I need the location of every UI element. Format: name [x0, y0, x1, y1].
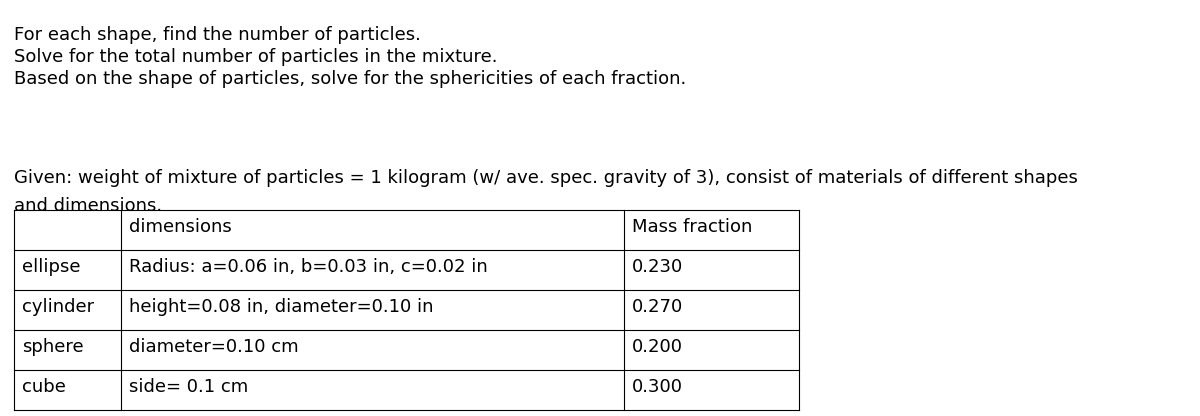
- Text: cylinder: cylinder: [22, 298, 94, 316]
- Text: sphere: sphere: [22, 338, 84, 356]
- Text: diameter=0.10 cm: diameter=0.10 cm: [130, 338, 299, 356]
- Text: For each shape, find the number of particles.: For each shape, find the number of parti…: [14, 26, 421, 44]
- Text: Radius: a=0.06 in, b=0.03 in, c=0.02 in: Radius: a=0.06 in, b=0.03 in, c=0.02 in: [130, 258, 487, 276]
- Text: ellipse: ellipse: [22, 258, 80, 276]
- Text: dimensions: dimensions: [130, 218, 232, 236]
- Text: 0.270: 0.270: [632, 298, 683, 316]
- Text: Mass fraction: Mass fraction: [632, 218, 752, 236]
- Text: Given: weight of mixture of particles = 1 kilogram (w/ ave. spec. gravity of 3),: Given: weight of mixture of particles = …: [14, 169, 1078, 187]
- Text: Based on the shape of particles, solve for the sphericities of each fraction.: Based on the shape of particles, solve f…: [14, 70, 686, 88]
- Text: height=0.08 in, diameter=0.10 in: height=0.08 in, diameter=0.10 in: [130, 298, 433, 316]
- Text: 0.230: 0.230: [632, 258, 683, 276]
- Text: 0.300: 0.300: [632, 378, 683, 396]
- Text: side= 0.1 cm: side= 0.1 cm: [130, 378, 248, 396]
- Text: 0.200: 0.200: [632, 338, 683, 356]
- Text: cube: cube: [22, 378, 66, 396]
- Text: Solve for the total number of particles in the mixture.: Solve for the total number of particles …: [14, 48, 498, 66]
- Text: and dimensions.: and dimensions.: [14, 197, 162, 215]
